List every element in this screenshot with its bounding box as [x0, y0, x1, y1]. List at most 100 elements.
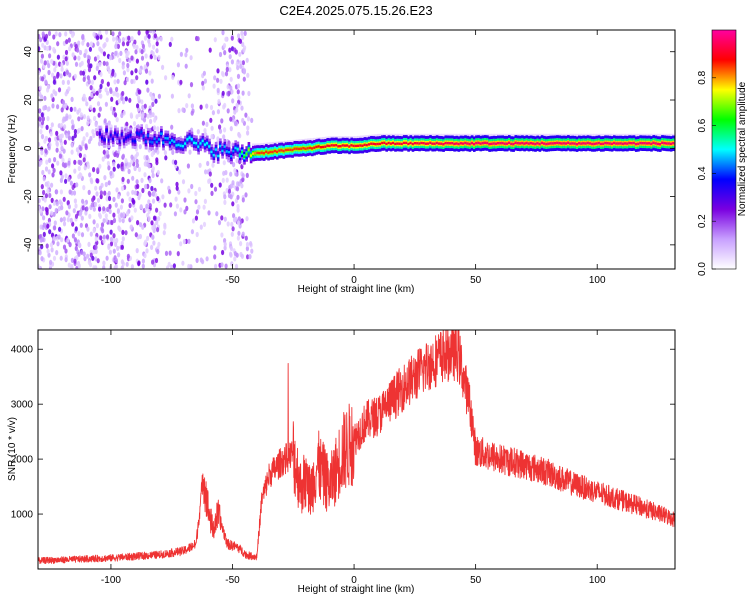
heatmap-cell: [130, 154, 134, 160]
colorbar-label: Normalized spectral amplitude: [737, 81, 748, 216]
heatmap-cell: [104, 217, 109, 223]
heatmap-cell: [203, 143, 207, 146]
heatmap-cell: [92, 88, 96, 94]
x-tick-label: -50: [225, 575, 240, 586]
heatmap-cell: [532, 142, 535, 145]
heatmap-cell: [252, 152, 255, 155]
heatmap-cell: [38, 141, 41, 148]
heatmap-cell: [79, 173, 83, 179]
heatmap-cell: [177, 233, 181, 239]
heatmap-cell: [220, 118, 224, 124]
heatmap-cell: [98, 213, 102, 219]
heatmap-cell: [374, 143, 378, 146]
heatmap-cell: [113, 112, 118, 118]
heatmap-cell: [339, 145, 343, 148]
heatmap-cell: [214, 148, 218, 151]
heatmap-cell: [134, 68, 138, 74]
heatmap-cell: [99, 34, 103, 40]
heatmap-cell: [117, 193, 121, 200]
heatmap-cell: [112, 233, 116, 239]
heatmap-cell: [154, 257, 159, 264]
heatmap-cell: [330, 144, 334, 147]
heatmap-cell: [521, 141, 524, 145]
heatmap-cell: [98, 132, 102, 135]
heatmap-cell: [120, 95, 124, 101]
heatmap-cell: [245, 172, 249, 178]
heatmap-cell: [126, 50, 130, 56]
heatmap-cell: [195, 209, 200, 215]
heatmap-cell: [190, 183, 194, 190]
heatmap-cell: [245, 246, 249, 252]
heatmap-cell: [223, 245, 227, 251]
heatmap-cell: [151, 101, 155, 107]
heatmap-cell: [130, 70, 134, 76]
heatmap-cell: [218, 51, 223, 58]
heatmap-cell: [262, 152, 266, 155]
heatmap-cell: [442, 143, 445, 146]
heatmap-cell: [228, 54, 232, 60]
heatmap-cell: [129, 224, 133, 230]
heatmap-cell: [155, 219, 159, 226]
heatmap-cell: [64, 178, 68, 184]
heatmap-cell: [536, 142, 539, 145]
heatmap-cell: [173, 140, 176, 143]
heatmap-cell: [558, 141, 561, 145]
colorbar-tick-label: 0.8: [697, 70, 708, 84]
heatmap-cell: [109, 229, 113, 235]
heatmap-cell: [77, 263, 81, 269]
heatmap-cell: [109, 134, 113, 137]
heatmap-cell: [499, 142, 502, 145]
heatmap-cell: [249, 241, 253, 247]
heatmap-cell: [44, 193, 49, 199]
heatmap-cell: [52, 46, 56, 53]
x-tick-label: -100: [101, 275, 121, 286]
heatmap-cell: [59, 122, 64, 128]
heatmap-cell: [385, 142, 388, 146]
heatmap-cell: [107, 190, 111, 196]
heatmap-cell: [112, 248, 116, 254]
heatmap-cell: [126, 62, 130, 69]
heatmap-cell: [304, 147, 308, 150]
heatmap-cell: [98, 93, 102, 99]
heatmap-cell: [181, 260, 185, 266]
heatmap-cell: [613, 141, 616, 145]
heatmap-cell: [62, 244, 67, 250]
heatmap-cell: [103, 190, 107, 196]
heatmap-cell: [166, 137, 170, 140]
heatmap-cell: [209, 104, 214, 111]
heatmap-cell: [115, 237, 119, 244]
heatmap-cell: [102, 206, 106, 212]
heatmap-cell: [41, 31, 45, 37]
heatmap-cell: [96, 258, 100, 264]
heatmap-cell: [86, 253, 90, 259]
heatmap-cell: [637, 142, 640, 145]
heatmap-cell: [174, 159, 178, 165]
heatmap-cell: [322, 145, 325, 149]
heatmap-cell: [223, 50, 227, 56]
heatmap-cell: [92, 249, 96, 255]
heatmap-cell: [95, 191, 99, 197]
heatmap-cell: [497, 142, 500, 145]
heatmap-cell: [136, 220, 140, 226]
heatmap-cell: [126, 178, 130, 184]
heatmap-cell: [130, 78, 134, 85]
heatmap-cell: [137, 261, 141, 267]
heatmap-cell: [228, 67, 232, 73]
heatmap-cell: [52, 75, 57, 81]
heatmap-cell: [63, 163, 67, 169]
heatmap-cell: [201, 85, 205, 91]
heatmap-cell: [67, 86, 71, 92]
heatmap-cell: [115, 86, 119, 92]
heatmap-cell: [140, 99, 144, 105]
heatmap-cell: [98, 106, 102, 112]
heatmap-cell: [215, 211, 219, 217]
heatmap-cell: [84, 48, 88, 54]
heatmap-cell: [70, 149, 74, 155]
heatmap-cell: [95, 178, 99, 184]
heatmap-cell: [77, 116, 81, 122]
heatmap-cell: [120, 161, 124, 167]
heatmap-cell: [248, 254, 252, 260]
heatmap-cell: [107, 139, 111, 142]
heatmap-cell: [161, 194, 165, 200]
heatmap-cell: [73, 168, 77, 174]
